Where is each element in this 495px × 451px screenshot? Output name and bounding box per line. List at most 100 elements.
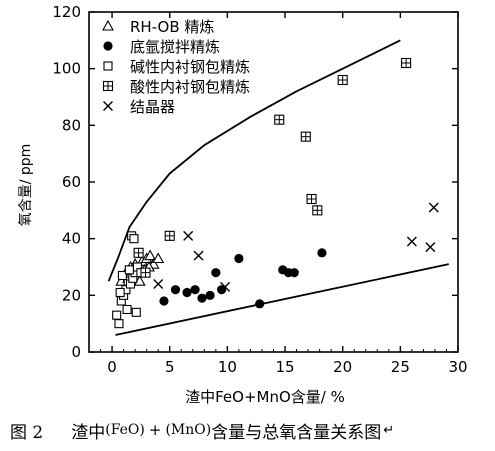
legend-marker bbox=[103, 61, 113, 71]
figure-caption: 图 2 渣中 (FeO) + (MnO) 含量与总氧含量关系图 ↵ bbox=[0, 413, 495, 447]
data-point bbox=[117, 270, 127, 281]
square-marker bbox=[114, 319, 124, 329]
data-point bbox=[133, 247, 144, 258]
data-point bbox=[115, 287, 125, 298]
data-point bbox=[274, 114, 285, 125]
data-point bbox=[220, 281, 231, 292]
data-point bbox=[122, 304, 132, 315]
x-stroke-b bbox=[220, 281, 231, 292]
trend-curves bbox=[107, 39, 449, 336]
y-tick-label: 60 bbox=[62, 173, 81, 191]
data-point bbox=[300, 131, 311, 142]
data-point bbox=[129, 234, 139, 244]
data-points bbox=[112, 57, 439, 329]
series-5 bbox=[153, 202, 439, 292]
y-tick-label: 80 bbox=[62, 116, 81, 134]
data-point bbox=[425, 242, 436, 253]
legend-marker bbox=[102, 19, 114, 31]
y-tick-label: 100 bbox=[52, 60, 81, 78]
legend-label: 底氩搅拌精炼 bbox=[130, 38, 220, 56]
circle-marker bbox=[234, 253, 244, 264]
data-point bbox=[306, 193, 317, 205]
legend-marker bbox=[102, 80, 114, 92]
x-stroke-b bbox=[406, 236, 417, 247]
circle-marker bbox=[317, 248, 327, 258]
circle-marker bbox=[289, 268, 299, 278]
data-point bbox=[164, 230, 175, 241]
caption-mno: (MnO) bbox=[165, 422, 212, 438]
x-stroke-b bbox=[153, 279, 164, 289]
data-point bbox=[152, 252, 165, 264]
square-marker bbox=[122, 304, 132, 315]
circle-marker bbox=[182, 287, 192, 298]
data-point bbox=[170, 285, 181, 295]
circle-marker bbox=[197, 293, 207, 303]
y-tick-label: 40 bbox=[62, 230, 81, 248]
circle-marker bbox=[255, 299, 265, 309]
upper-envelope-curve bbox=[107, 39, 401, 282]
circle-marker bbox=[103, 41, 113, 51]
data-point bbox=[182, 287, 192, 298]
square-marker bbox=[103, 61, 113, 71]
axis-ticks: 0 5 10 15 20 25 30 0 20 40 60 80 100 120 bbox=[52, 3, 467, 376]
square-marker bbox=[115, 287, 125, 298]
data-point bbox=[401, 57, 412, 69]
data-point bbox=[255, 299, 265, 309]
square-marker bbox=[129, 234, 139, 244]
square-marker bbox=[112, 310, 122, 320]
legend-marker bbox=[103, 101, 113, 111]
data-point bbox=[140, 267, 151, 278]
circle-marker bbox=[205, 290, 215, 300]
data-point bbox=[205, 290, 215, 300]
caption-text-1: 渣中 bbox=[71, 422, 106, 443]
x-tick-label: 25 bbox=[391, 358, 410, 376]
legend-marker bbox=[103, 41, 113, 51]
data-point bbox=[124, 265, 134, 275]
square-marker bbox=[124, 265, 134, 275]
data-point bbox=[193, 250, 204, 261]
legend-label: RH-OB 精炼 bbox=[130, 18, 214, 36]
triangle-marker bbox=[152, 252, 165, 264]
caption-text-2: 含量与总氧含量关系图 bbox=[211, 422, 382, 443]
triangle-marker bbox=[102, 19, 114, 31]
x-stroke-b bbox=[425, 242, 436, 253]
x-stroke-b bbox=[193, 250, 204, 261]
data-point bbox=[289, 268, 299, 278]
legend-label: 碱性内衬钢包精炼 bbox=[130, 58, 250, 76]
data-point bbox=[131, 307, 141, 317]
oxygen-scatter-chart: 0 5 10 15 20 25 30 0 20 40 60 80 100 120 RH-OB 精炼底氩搅拌… bbox=[18, 3, 468, 406]
data-point bbox=[211, 268, 221, 278]
paragraph-mark-icon: ↵ bbox=[383, 422, 395, 438]
circle-marker bbox=[170, 285, 181, 295]
circle-marker bbox=[159, 296, 169, 306]
series-2 bbox=[159, 248, 327, 309]
figure-number: 图 2 bbox=[10, 422, 44, 443]
data-point bbox=[337, 74, 348, 86]
data-point bbox=[159, 296, 169, 306]
square-marker bbox=[117, 270, 127, 281]
caption-feo: (FeO) bbox=[105, 422, 145, 438]
data-point bbox=[114, 319, 124, 329]
data-point bbox=[190, 285, 200, 295]
x-stroke-b bbox=[183, 230, 194, 241]
data-point bbox=[183, 230, 194, 241]
square-marker bbox=[131, 307, 141, 317]
circle-marker bbox=[211, 268, 221, 278]
x-tick-label: 10 bbox=[218, 358, 237, 376]
legend-label: 酸性内衬钢包精炼 bbox=[130, 78, 250, 96]
data-point bbox=[317, 248, 327, 258]
x-tick-label: 0 bbox=[107, 358, 117, 376]
data-point bbox=[153, 279, 164, 289]
caption-plus: + bbox=[148, 421, 162, 439]
circle-marker bbox=[190, 285, 200, 295]
x-tick-label: 15 bbox=[275, 358, 294, 376]
data-point bbox=[197, 293, 207, 303]
x-tick-label: 30 bbox=[448, 358, 467, 376]
data-point bbox=[112, 310, 122, 320]
data-point bbox=[312, 205, 323, 216]
series-4 bbox=[133, 57, 412, 278]
x-axis-label: 渣中FeO+MnO含量/ % bbox=[185, 388, 345, 406]
data-point bbox=[144, 249, 157, 261]
y-tick-label: 20 bbox=[62, 286, 81, 304]
